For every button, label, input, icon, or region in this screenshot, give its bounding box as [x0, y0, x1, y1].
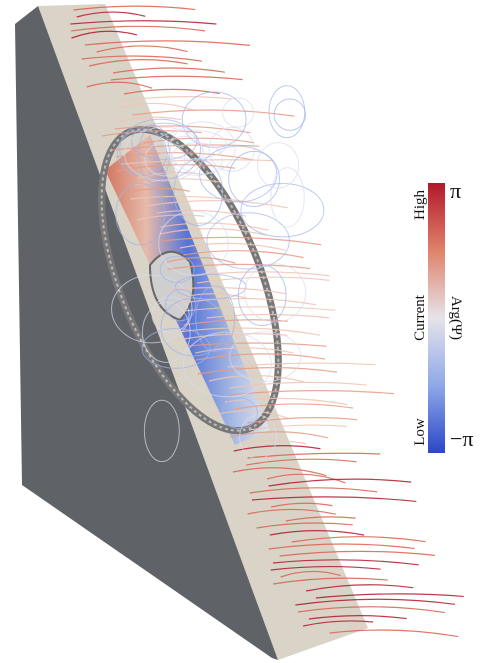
- streamline: [258, 143, 299, 188]
- colorbar-current: Current: [412, 294, 428, 341]
- streamline: [132, 110, 294, 116]
- colorbar-quantity: Arg(Ψ): [448, 296, 464, 340]
- streamline: [241, 184, 324, 237]
- streamline: [271, 168, 304, 227]
- colorbar: [428, 183, 445, 453]
- scene: High Current Low π −π Arg(Ψ): [0, 0, 496, 663]
- colorbar-high: High: [412, 190, 428, 221]
- colorbar-min: −π: [450, 426, 474, 451]
- colorbar-low: Low: [412, 418, 428, 446]
- colorbar-max: π: [450, 178, 461, 203]
- streamline: [223, 98, 254, 127]
